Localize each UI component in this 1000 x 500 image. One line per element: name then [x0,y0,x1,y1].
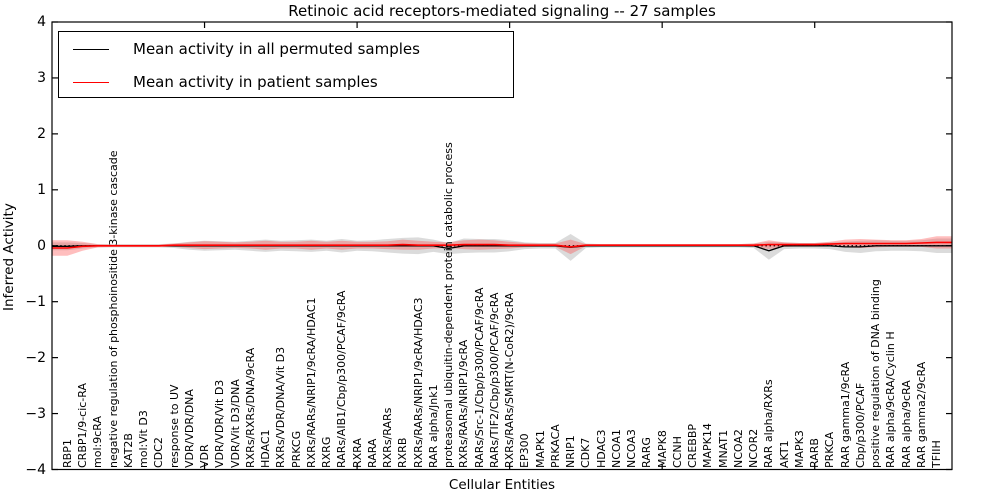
y-tick-label: 4 [37,14,46,30]
category-label: NCOA1 [609,428,623,468]
legend-item-patient: Mean activity in patient samples [59,66,513,98]
category-label: RXRs/RARs/NRIP1/9cRA [457,339,471,468]
category-label: MAPK3 [792,429,806,468]
y-tick-label: 0 [37,237,46,254]
legend-line-sample-black-icon [73,48,109,50]
category-label: RAR alpha/9cRA/Cyclin H [884,330,898,468]
category-label: RXRs/RARs/NRIP1/9cRA/HDAC1 [304,296,318,468]
category-label: MAPK8 [655,429,669,468]
y-tick-label: −1 [25,293,46,310]
category-label: RAR alpha/Jnk1 [426,383,440,468]
category-label: positive regulation of DNA binding [869,278,883,468]
legend-label-permuted: Mean activity in all permuted samples [133,40,420,58]
category-label: CDC2 [152,436,166,468]
legend-item-permuted: Mean activity in all permuted samples [59,33,513,65]
category-label: TFIIH [930,439,944,468]
x-axis-label: Cellular Entities [448,477,556,493]
category-label: VDR/VDR/Vit D3 [213,379,227,468]
category-label: RXRs/VDR/DNA/Vit D3 [274,346,288,468]
category-label: NRIP1 [564,434,578,468]
category-label: RARs/Src-1/Cbp/p300/PCAF/9cRA [472,287,486,468]
category-label: EP300 [518,432,532,468]
legend-label-patient: Mean activity in patient samples [133,73,378,91]
category-label: RARG [640,436,654,468]
category-label: RXRG [320,436,334,468]
legend-line-sample-red-icon [73,81,109,83]
category-label: RBP1 [60,438,74,468]
category-label: CREBBP [686,423,700,468]
category-label: PRKCG [289,430,303,468]
category-label: proteasomal ubiquitin-dependent protein … [442,141,456,468]
category-label: HDAC1 [259,428,273,468]
std-band [52,234,952,261]
category-label: PRKACA [548,423,562,468]
category-label: NCOR2 [747,428,761,468]
category-label: CDK7 [579,437,593,468]
category-label: RAR gamma2/9cRA [914,361,928,468]
category-label: RXRs/RARs/NRIP1/9cRA/HDAC3 [411,296,425,468]
category-label: RARB [808,437,822,468]
category-label: RXRA [350,437,364,468]
category-label: MAPK1 [533,429,547,468]
y-tick-label: 2 [37,125,46,142]
category-label: negative regulation of phosphoinositide … [106,150,120,468]
category-label: VDR [198,443,212,468]
category-label: PRKCA [823,431,837,468]
category-label: RAR alpha/RXRs [762,378,776,468]
category-label: RXRs/RARs [381,407,395,468]
category-label: RXRs/RARs/SMRT(N-CoR2)/9cRA [503,292,517,468]
y-tick-label: −4 [25,461,46,478]
legend: Mean activity in all permuted samples Me… [58,31,514,98]
category-label: VDR/VDR/DNA [182,388,196,468]
mean-line [52,241,952,249]
y-tick-label: 1 [37,181,46,198]
category-label: mol:9cRA [91,415,105,468]
y-tick-label: −3 [25,405,46,422]
y-tick-label: −2 [25,349,46,366]
category-label: CCNH [670,435,684,468]
category-label: MAPK14 [701,422,715,468]
category-label: RXRs/RXRs/DNA/9cRA [243,347,257,468]
category-label: HDAC3 [594,428,608,468]
y-tick-label: 3 [37,69,46,86]
chart-title: Retinoic acid receptors-mediated signali… [288,2,716,20]
category-label: AKT1 [777,439,791,468]
category-label: MNAT1 [716,429,730,468]
category-label: RARA [365,438,379,468]
category-label: KAT2B [121,432,135,468]
category-label: response to UV [167,383,181,468]
category-label: CRBP1/9-cic-RA [76,382,89,468]
category-label: RAR alpha/9cRA [899,379,913,468]
category-label: Cbp/p300/PCAF [853,382,867,468]
category-label: RXRB [396,437,410,468]
category-label: NCOA3 [625,428,639,468]
category-label: NCOA2 [731,428,745,468]
category-label: mol:Vit D3 [137,409,151,468]
category-label: RAR gamma1/9cRA [838,361,852,468]
category-label: RARs/AIB1/Cbp/p300/PCAF/9cRA [335,290,349,468]
category-label: VDR/Vit D3/DNA [228,378,242,468]
category-label: RARs/TIF2/Cbp/p300/PCAF/9cRA [487,292,501,468]
